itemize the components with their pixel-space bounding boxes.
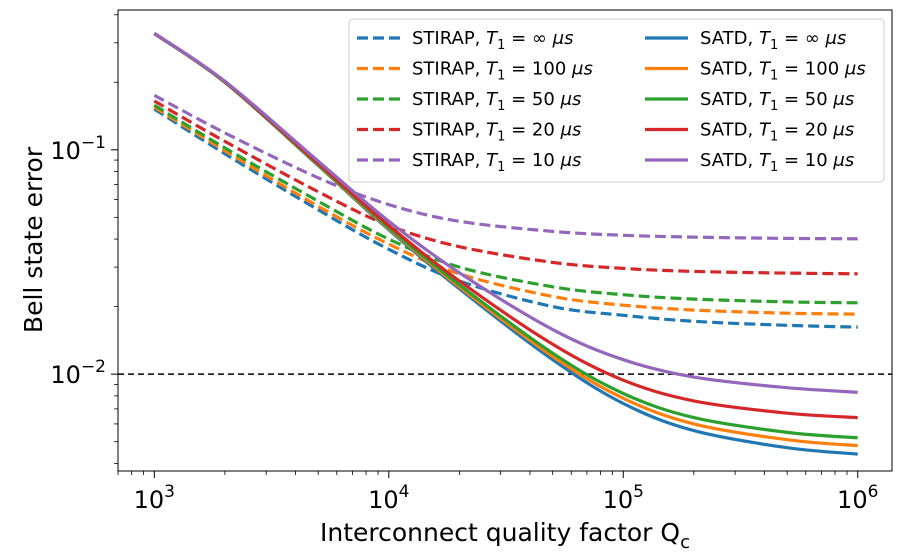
x-axis: 103 104 105 106 [117,471,878,514]
legend-label: SATD, T1 = ∞ μs [700,28,846,53]
legend-label: SATD, T1 = 100 μs [700,59,866,84]
series-line-stirap-2 [153,103,858,305]
y-axis: 10−2 10−1 [50,14,118,464]
legend-label: STIRAP, T1 = 50 μs [412,89,581,114]
legend-frame [348,18,885,183]
plot-frame [117,9,893,472]
y-tick-label: 10−1 [50,133,106,165]
series-line-stirap-4 [153,93,858,241]
x-tick-label: 104 [368,482,409,514]
series-line-stirap-0 [153,107,858,329]
x-tick-label: 106 [837,482,878,514]
x-tick-label: 103 [134,482,175,514]
y-axis-title: Bell state error [19,146,48,333]
series-line-stirap-1 [153,105,858,316]
legend-label: STIRAP, T1 = 20 μs [412,120,581,145]
legend-label: SATD, T1 = 10 μs [700,150,854,175]
legend-label: STIRAP, T1 = 100 μs [412,59,593,84]
plot-lines [118,31,892,456]
x-tick-label: 105 [603,482,644,514]
legend-label: STIRAP, T1 = 10 μs [412,150,581,175]
series-line-satd-9 [153,31,858,394]
legend: STIRAP, T1 = ∞ μs STIRAP, T1 = 100 μs STIR… [348,18,885,183]
legend-label: SATD, T1 = 20 μs [700,120,854,145]
legend-label: SATD, T1 = 50 μs [700,89,854,114]
x-axis-title: Interconnect quality factor Qc [320,518,690,553]
series-line-stirap-3 [153,99,858,276]
legend-label: STIRAP, T1 = ∞ μs [412,28,574,53]
y-tick-label: 10−2 [50,357,106,389]
